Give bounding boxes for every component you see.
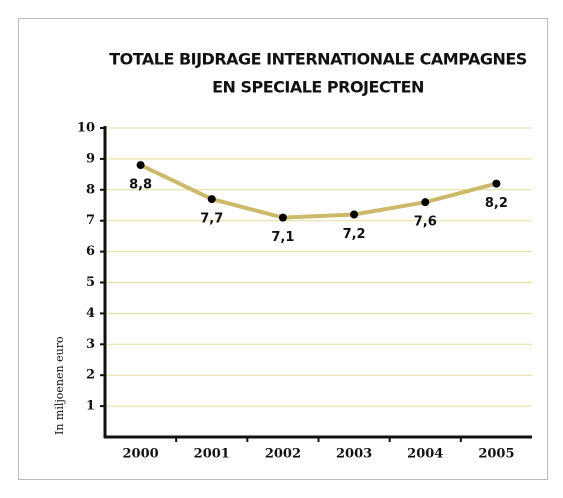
- y-tick-label: 3: [86, 337, 95, 352]
- marker: [207, 195, 216, 204]
- x-tick-label: 2004: [407, 447, 443, 462]
- x-tick-label: 2001: [194, 447, 230, 462]
- frame: [18, 18, 548, 480]
- value-label: 8,2: [485, 196, 508, 211]
- x-tick-label: 2002: [265, 447, 301, 462]
- marker: [421, 198, 430, 207]
- y-axis-label: In miljoenen euro: [53, 336, 66, 435]
- y-tick-label: 10: [77, 121, 95, 136]
- y-tick-label: 4: [86, 306, 95, 321]
- value-label: 7,7: [200, 212, 223, 227]
- y-tick-label: 8: [86, 182, 95, 197]
- value-label: 7,1: [271, 230, 294, 245]
- marker: [492, 179, 501, 188]
- y-tick-label: 7: [86, 213, 95, 228]
- marker: [278, 213, 287, 222]
- y-tick-label: 1: [86, 399, 95, 414]
- marker: [136, 161, 145, 170]
- y-tick-label: 6: [86, 244, 95, 259]
- y-tick-label: 9: [86, 151, 95, 166]
- value-label: 7,2: [343, 227, 366, 242]
- x-tick-label: 2003: [336, 447, 372, 462]
- chart-title: TOTALE BIJDRAGE INTERNATIONALE CAMPAGNES: [109, 50, 527, 69]
- value-label: 8,8: [129, 178, 152, 193]
- x-tick-label: 2000: [122, 447, 158, 462]
- line: [139, 163, 497, 220]
- y-tick-label: 2: [86, 368, 95, 383]
- x-tick-label: 2005: [478, 447, 514, 462]
- chart-title: EN SPECIALE PROJECTEN: [212, 78, 424, 97]
- marker: [350, 210, 359, 219]
- y-tick-label: 5: [86, 275, 95, 290]
- value-label: 7,6: [414, 215, 437, 230]
